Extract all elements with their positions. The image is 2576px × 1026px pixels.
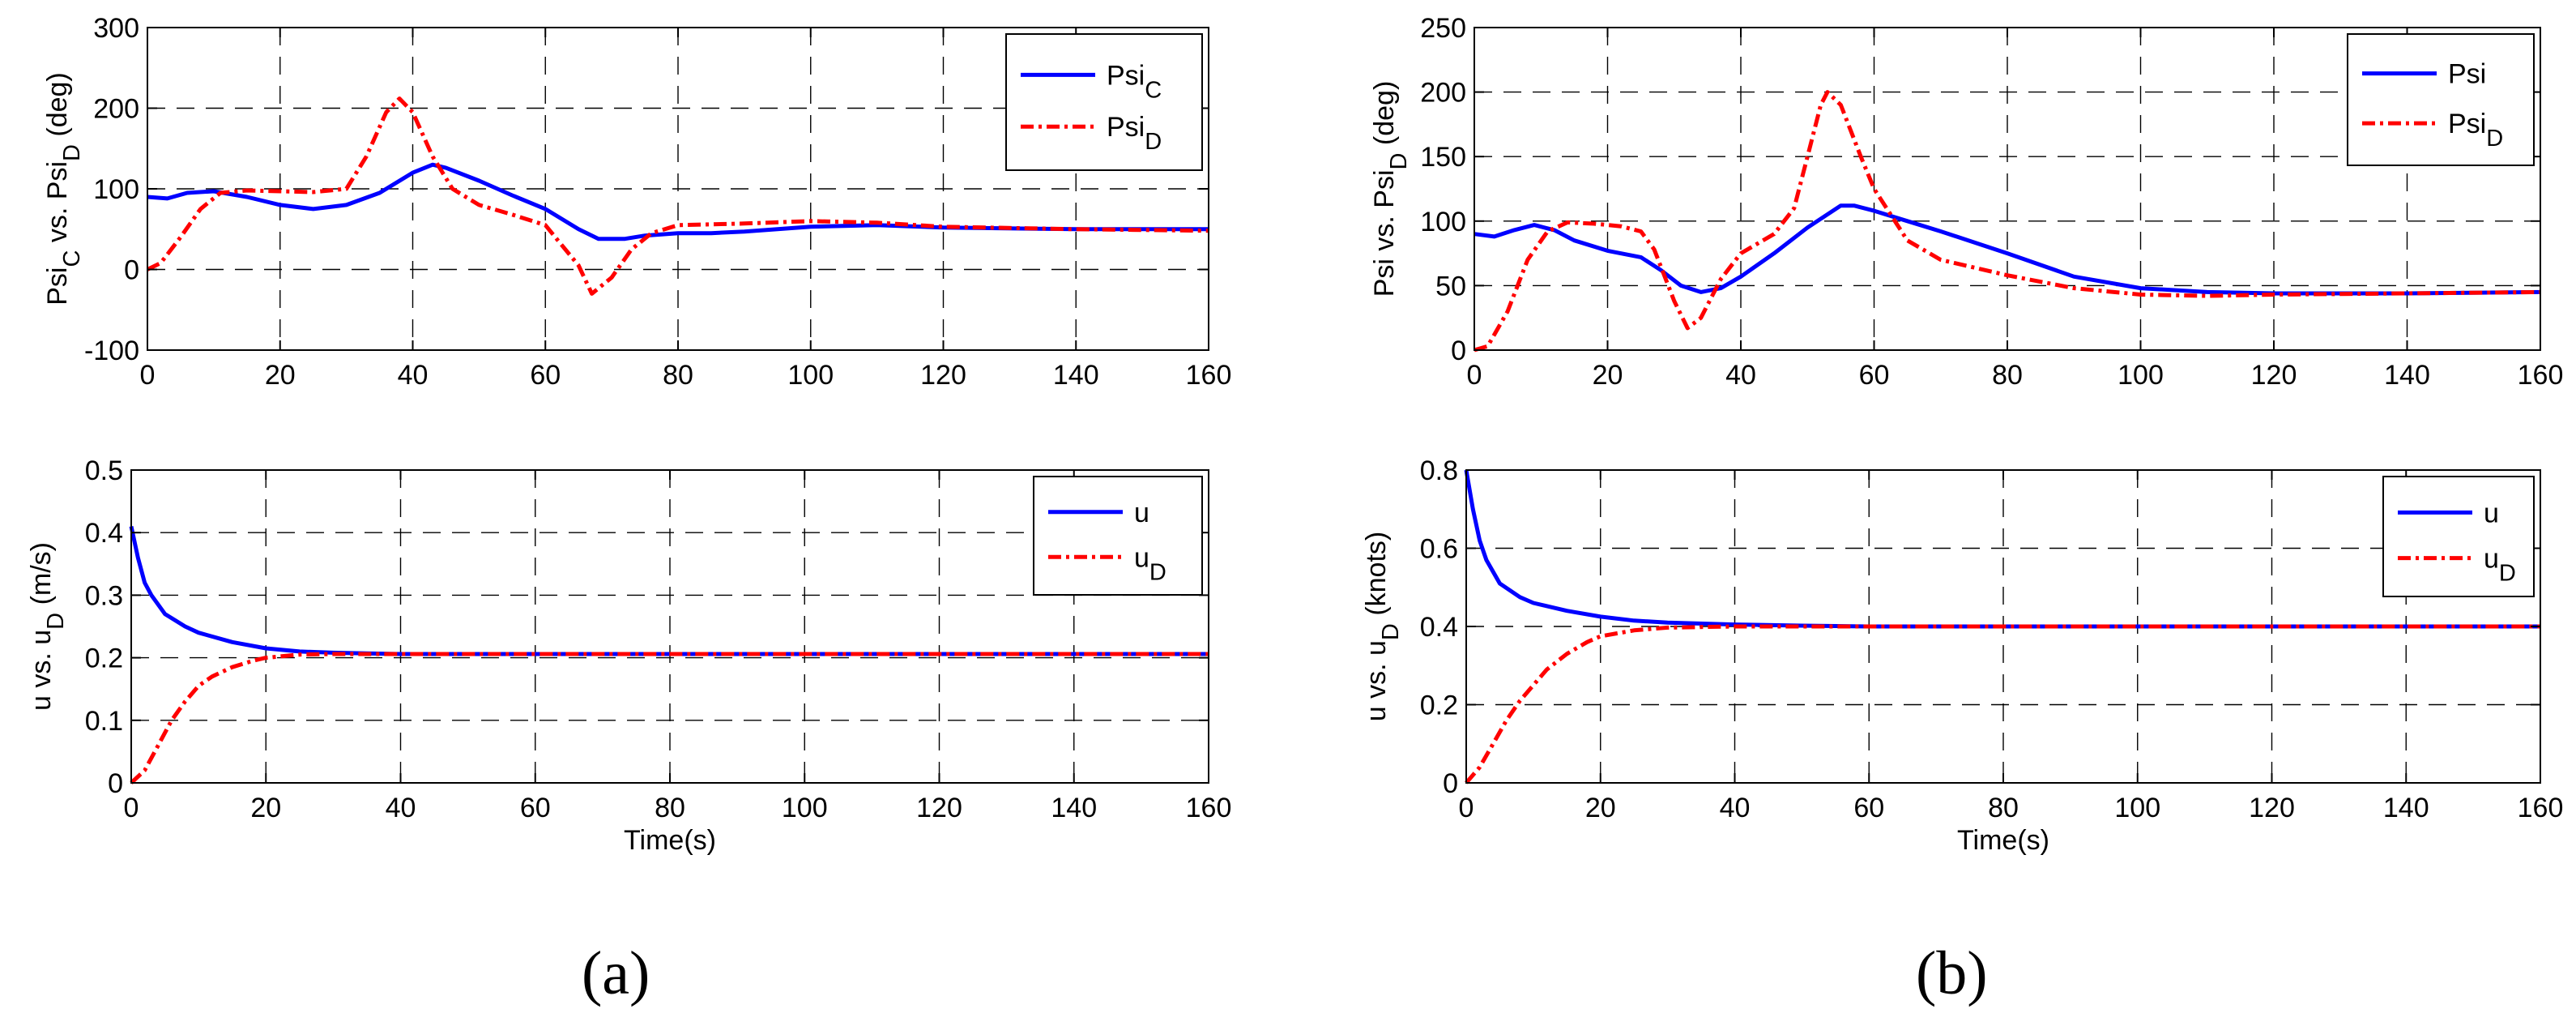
legend-label: u xyxy=(2484,498,2499,528)
y-tick-label: 0.4 xyxy=(85,518,123,549)
x-tick-label: 120 xyxy=(2249,793,2295,823)
chart-b-top: 0 20 40 60 80 100 120 140 160 0 50 100 150 200 250 Psi … xyxy=(1369,13,2563,391)
y-tick-label: 100 xyxy=(93,174,139,205)
y-tick-label: 50 xyxy=(1435,271,1466,301)
x-tick-label: 40 xyxy=(1725,360,1756,391)
series-line-psi xyxy=(1474,203,2541,296)
y-axis-label: Psi vs. PsiD (deg) xyxy=(1369,81,1412,297)
series-line-psi-d xyxy=(146,96,1209,296)
x-tick-label: 140 xyxy=(1053,360,1099,391)
x-tick-label: 40 xyxy=(386,793,416,823)
series-line-u xyxy=(1464,469,2540,629)
x-tick-label: 0 xyxy=(1467,360,1482,391)
legend-box xyxy=(2347,33,2535,166)
x-axis-label: Time(s) xyxy=(1957,825,2049,856)
y-tick-label: 0.2 xyxy=(85,643,123,674)
y-tick-label: 0 xyxy=(108,768,123,799)
y-axis-label: PsiC vs. PsiD (deg) xyxy=(42,72,85,306)
legend-label: u xyxy=(1134,498,1149,528)
y-tick-label: 0.1 xyxy=(85,706,123,737)
y-tick-label: 200 xyxy=(1420,78,1466,109)
x-tick-label: 140 xyxy=(2384,360,2430,391)
x-tick-label: 160 xyxy=(2518,360,2564,391)
series-line-u-d xyxy=(1465,624,2540,784)
legend: u uD xyxy=(1033,476,1203,596)
legend: PsiC PsiD xyxy=(1005,33,1203,171)
x-tick-label: 60 xyxy=(1859,360,1890,391)
y-tick-label: 0 xyxy=(1451,336,1466,366)
legend: Psi PsiD xyxy=(2347,33,2535,166)
x-axis-label: Time(s) xyxy=(624,825,716,856)
x-tick-label: 100 xyxy=(787,360,834,391)
x-tick-label: 160 xyxy=(1186,793,1232,823)
y-tick-label: 0.5 xyxy=(85,455,123,486)
x-tick-label: 0 xyxy=(1459,793,1474,823)
x-tick-label: 80 xyxy=(663,360,693,391)
x-tick-label: 0 xyxy=(140,360,156,391)
x-tick-label: 160 xyxy=(1186,360,1232,391)
x-tick-label: 100 xyxy=(782,793,828,823)
x-tick-label: 120 xyxy=(916,793,962,823)
y-tick-label: 200 xyxy=(93,94,139,125)
legend-label: PsiD xyxy=(1107,112,1162,155)
panel-label-a: (a) xyxy=(582,939,650,1007)
y-axis-label-text: Psi vs. PsiD (deg) xyxy=(1369,81,1412,297)
series-line-u-d xyxy=(130,652,1209,784)
legend-label: PsiD xyxy=(2448,109,2503,152)
y-tick-label: 100 xyxy=(1420,207,1466,237)
x-tick-label: 120 xyxy=(920,360,966,391)
x-tick-label: 40 xyxy=(1720,793,1751,823)
series-line-psi-c xyxy=(147,162,1209,242)
y-tick-label: 250 xyxy=(1420,13,1466,44)
y-tick-label: 0 xyxy=(1443,768,1458,799)
chart-a-bottom: 0 20 40 60 80 100 120 140 160 0 0.1 0.2 0.3 0.4 0.5 Tim… xyxy=(26,455,1231,856)
x-tick-label: 100 xyxy=(2118,360,2164,391)
y-tick-label: 0 xyxy=(124,255,139,286)
x-tick-label: 100 xyxy=(2114,793,2160,823)
x-tick-label: 140 xyxy=(2383,793,2429,823)
x-tick-label: 160 xyxy=(2518,793,2564,823)
y-axis-label-text: u vs. uD (knots) xyxy=(1361,532,1404,721)
series-line-psi-d xyxy=(1474,90,2541,353)
legend-label: PsiC xyxy=(1107,60,1162,103)
x-tick-label: 20 xyxy=(1585,793,1616,823)
y-tick-label: 0.2 xyxy=(1420,690,1458,721)
y-tick-label: 0.3 xyxy=(85,580,123,611)
x-tick-label: 60 xyxy=(530,360,561,391)
legend-label: Psi xyxy=(2448,59,2486,90)
y-axis-label-text: u vs. uD (m/s) xyxy=(26,542,69,711)
y-tick-label: -100 xyxy=(84,336,139,366)
x-tick-label: 20 xyxy=(250,793,281,823)
legend-label: uD xyxy=(1134,542,1166,585)
y-tick-label: 0.8 xyxy=(1420,455,1458,486)
x-tick-label: 80 xyxy=(1992,360,2023,391)
legend: u uD xyxy=(2382,476,2535,597)
y-axis-label: u vs. uD (m/s) xyxy=(26,542,69,711)
legend-label: uD xyxy=(2484,544,2516,587)
x-tick-label: 20 xyxy=(1593,360,1623,391)
y-tick-label: 300 xyxy=(93,13,139,44)
x-tick-label: 60 xyxy=(520,793,551,823)
chart-a-top: 0 20 40 60 80 100 120 140 160-1000100200300PsiC … xyxy=(42,13,1231,391)
legend-box xyxy=(2382,476,2535,597)
y-axis-label: u vs. uD (knots) xyxy=(1361,532,1404,721)
x-tick-label: 140 xyxy=(1051,793,1097,823)
x-tick-label: 80 xyxy=(1988,793,2019,823)
legend-box xyxy=(1005,33,1203,171)
legend-box xyxy=(1033,476,1203,596)
y-tick-label: 0.4 xyxy=(1420,612,1458,643)
x-tick-label: 20 xyxy=(265,360,296,391)
x-tick-label: 120 xyxy=(2251,360,2297,391)
y-axis-label-text: PsiC vs. PsiD (deg) xyxy=(42,72,85,306)
chart-b-bottom: 0 20 40 60 80 100 120 140 160 0 0.2 0.4 0.6 0.8 Time(s… xyxy=(1361,455,2563,856)
y-tick-label: 150 xyxy=(1420,142,1466,173)
x-tick-label: 80 xyxy=(655,793,685,823)
x-tick-label: 60 xyxy=(1853,793,1884,823)
y-tick-label: 0.6 xyxy=(1420,534,1458,565)
panel-label-b: (b) xyxy=(1916,939,1988,1007)
x-tick-label: 0 xyxy=(124,793,139,823)
x-tick-label: 40 xyxy=(398,360,429,391)
